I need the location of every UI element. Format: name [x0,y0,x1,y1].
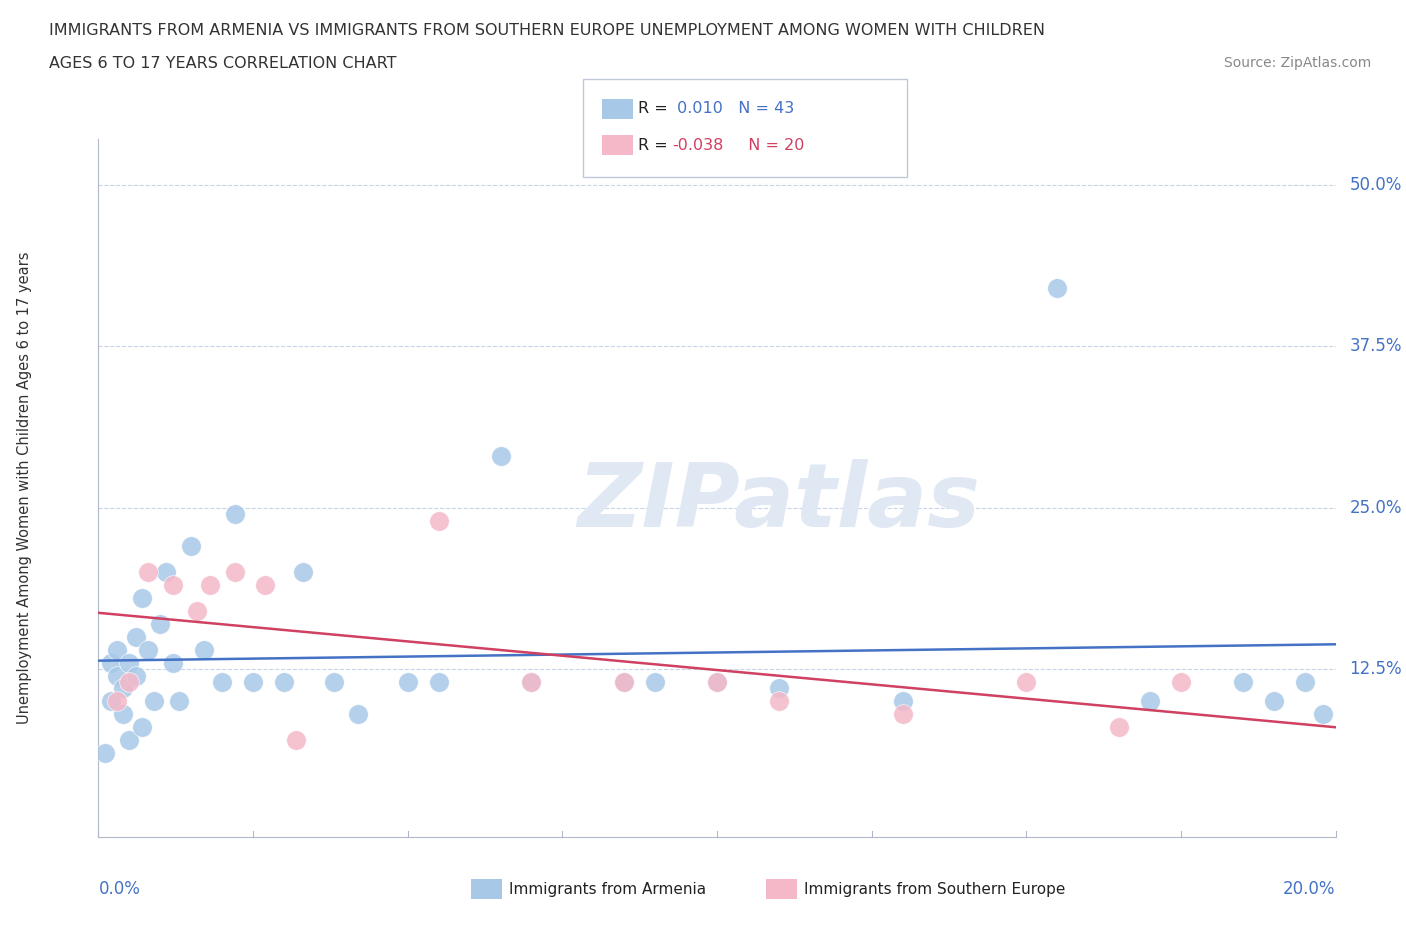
Point [112,707,135,722]
Point [118,674,141,689]
Point [162,578,184,592]
Point [273,674,295,689]
Point [1170,674,1192,689]
Point [100,694,122,709]
Point [149,617,172,631]
Point [224,565,246,579]
Point [186,604,208,618]
Point [706,674,728,689]
Point [162,656,184,671]
Point [489,448,512,463]
Point [254,578,277,592]
Text: 0.010: 0.010 [672,101,723,116]
Text: R =: R = [638,101,673,116]
Text: 50.0%: 50.0% [1350,176,1402,193]
Point [768,681,790,696]
Point [136,643,159,658]
Point [322,674,344,689]
Text: N = 43: N = 43 [728,101,794,116]
Text: Immigrants from Armenia: Immigrants from Armenia [509,882,706,897]
Point [136,565,159,579]
Point [427,674,450,689]
Point [644,674,666,689]
Text: -0.038: -0.038 [672,138,724,153]
Point [105,694,128,709]
Point [1294,674,1316,689]
Point [211,674,233,689]
Text: Unemployment Among Women with Children Ages 6 to 17 years: Unemployment Among Women with Children A… [17,252,32,724]
Point [891,694,914,709]
Point [100,656,122,671]
Point [118,656,141,671]
Point [1139,694,1161,709]
Point [520,674,543,689]
Point [167,694,190,709]
Point [105,668,128,683]
Point [1263,694,1285,709]
Point [396,674,419,689]
Text: 37.5%: 37.5% [1350,338,1402,355]
Point [1046,281,1069,296]
Point [131,720,153,735]
Point [242,674,264,689]
Point [347,707,370,722]
Point [1232,674,1254,689]
Point [1108,720,1130,735]
Text: R =: R = [638,138,673,153]
Point [105,643,128,658]
Point [1015,674,1038,689]
Point [224,507,246,522]
Point [155,565,177,579]
Point [613,674,636,689]
Point [198,578,221,592]
Text: 20.0%: 20.0% [1284,880,1336,898]
Point [285,733,308,748]
Text: AGES 6 TO 17 YEARS CORRELATION CHART: AGES 6 TO 17 YEARS CORRELATION CHART [49,56,396,71]
Point [124,630,146,644]
Text: N = 20: N = 20 [738,138,804,153]
Point [124,668,146,683]
Point [427,513,450,528]
Text: 0.0%: 0.0% [98,880,141,898]
Point [1312,707,1334,722]
Point [118,733,141,748]
Point [891,707,914,722]
Point [143,694,166,709]
Text: Immigrants from Southern Europe: Immigrants from Southern Europe [804,882,1066,897]
Point [93,746,115,761]
Text: 12.5%: 12.5% [1350,660,1402,678]
Text: IMMIGRANTS FROM ARMENIA VS IMMIGRANTS FROM SOUTHERN EUROPE UNEMPLOYMENT AMONG WO: IMMIGRANTS FROM ARMENIA VS IMMIGRANTS FR… [49,23,1045,38]
Text: 25.0%: 25.0% [1350,498,1402,517]
Text: Source: ZipAtlas.com: Source: ZipAtlas.com [1223,56,1371,70]
Point [291,565,314,579]
Point [613,674,636,689]
Point [112,681,135,696]
Point [768,694,790,709]
Text: ZIPatlas: ZIPatlas [578,458,980,546]
Point [706,674,728,689]
Point [193,643,215,658]
Point [520,674,543,689]
Point [131,591,153,605]
Point [180,539,202,554]
